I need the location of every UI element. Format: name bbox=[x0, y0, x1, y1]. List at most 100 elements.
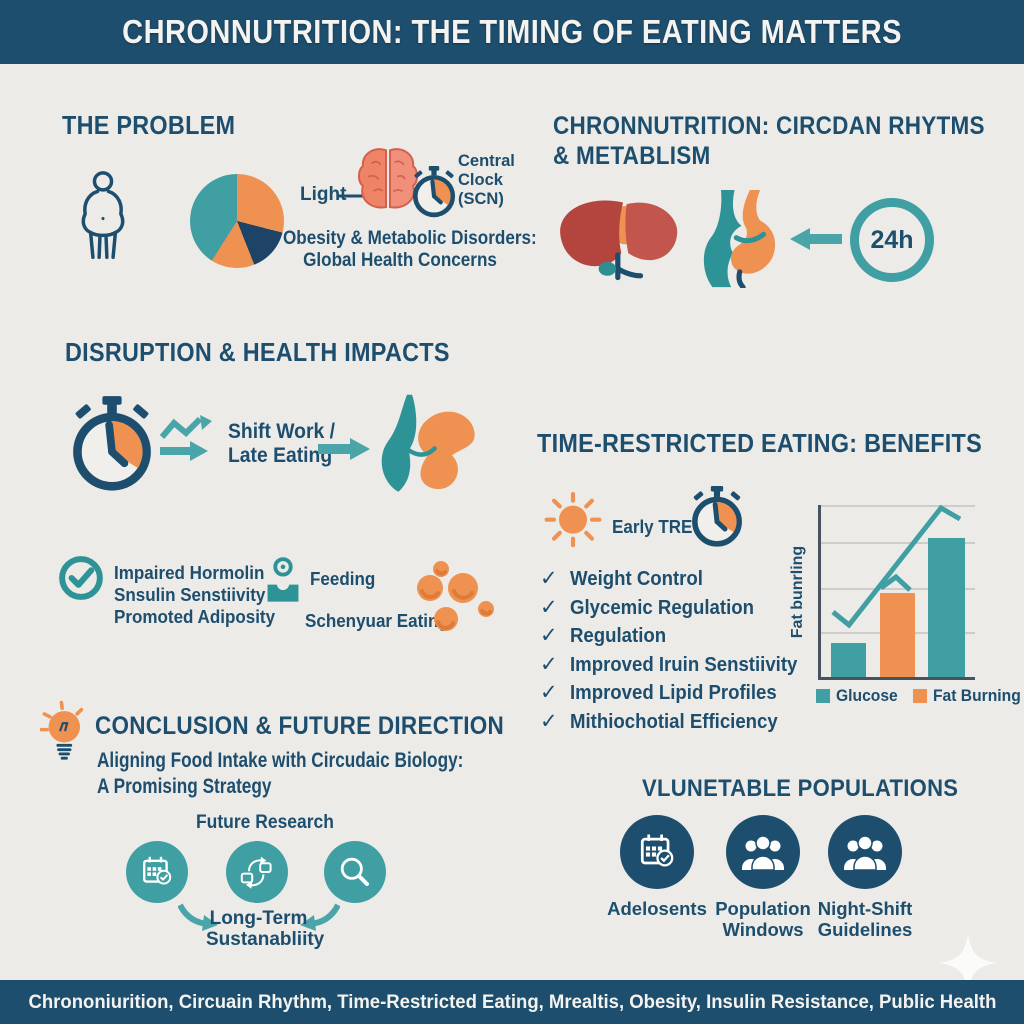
problem-heading: THE PROBLEM bbox=[62, 110, 236, 140]
future-research-label: Future Research bbox=[196, 812, 334, 833]
calendar-check-icon bbox=[640, 834, 674, 867]
shift-work-label: Shift Work / Late Eating bbox=[228, 420, 344, 468]
metabolic-chart: Fat bunrling Glucose Fat Burning bbox=[789, 492, 1021, 707]
subtitle-line1: Aligning Food Intake with Circudaic Biol… bbox=[97, 749, 464, 772]
people-group-icon bbox=[742, 835, 784, 871]
problem-caption-line2: Global Health Concerns bbox=[303, 250, 497, 271]
chart-plot-area bbox=[818, 505, 975, 680]
tre-heading: TIME-RESTRICTED EATING: BENEFITS bbox=[537, 428, 983, 458]
legend-swatch-fat-burning bbox=[913, 689, 928, 703]
footer-keywords: Chrononiurition, Circuain Rhythm, Time-R… bbox=[28, 990, 996, 1013]
longterm-label: Long-Term Sustanabliity bbox=[206, 908, 325, 950]
24h-badge-label: 24h bbox=[870, 225, 914, 254]
legend-label: Glucose bbox=[836, 686, 898, 705]
population-label-adolescents: Adelosents bbox=[607, 898, 707, 919]
future-exchange-circle bbox=[226, 841, 288, 903]
people-group-icon bbox=[844, 835, 886, 871]
subtitle-line2: A Promising Strategy bbox=[97, 775, 272, 798]
gridline bbox=[821, 588, 975, 590]
exchange-icon bbox=[240, 856, 272, 889]
effect-line: Impaired Hormolin bbox=[114, 562, 265, 583]
chart-y-axis-label: Fat bunrling bbox=[789, 545, 806, 639]
zigzag-arrow-icon bbox=[160, 415, 212, 461]
disruption-effects: Impaired Hormolin Snsulin Senstiivity Pr… bbox=[114, 562, 289, 628]
benefit-row: ✓ Improved Iruin Senstiivity bbox=[540, 652, 815, 681]
disruption-heading: DISRUPTION & HEALTH IMPACTS bbox=[65, 337, 450, 367]
check-icon: ✓ bbox=[540, 595, 558, 619]
feeding-person-icon bbox=[267, 557, 299, 602]
tre-stopwatch-icon bbox=[686, 486, 748, 550]
future-search-circle bbox=[324, 841, 386, 903]
benefit-row: ✓ Regulation bbox=[540, 623, 815, 652]
curve-arrow-right-icon bbox=[300, 903, 340, 931]
left-arrow-icon bbox=[790, 228, 842, 250]
problem-caption: Obesity & Metabolic Disorders: Global He… bbox=[270, 228, 537, 272]
legend-swatch-glucose bbox=[816, 689, 830, 703]
curve-arrow-left-icon bbox=[178, 903, 218, 931]
nightshift-group-circle bbox=[828, 815, 902, 889]
eating-label: Schenyuar Eating bbox=[305, 610, 449, 631]
fat-cells-icon bbox=[417, 561, 494, 631]
header-bar: CHRONNUTRITION: THE TIMING OF EATING MAT… bbox=[0, 0, 1024, 64]
check-icon: ✓ bbox=[540, 567, 558, 590]
overweight-person-icon bbox=[81, 171, 125, 260]
stomach-icon bbox=[703, 190, 776, 288]
benefit-row: ✓ Mithiochotial Efficiency bbox=[540, 709, 815, 738]
central-clock-label: Central Clock (SCN) bbox=[458, 152, 515, 208]
circadian-heading-line1: CHRONNUTRITION: CIRCDAN RHYTMS bbox=[553, 112, 985, 140]
check-icon: ✓ bbox=[540, 652, 558, 676]
benefit-label: Mithiochotial Efficiency bbox=[570, 710, 778, 733]
main-title: CHRONNUTRITION: THE TIMING OF EATING MAT… bbox=[122, 13, 902, 50]
check-icon: ✓ bbox=[540, 709, 558, 733]
benefit-label: Weight Control bbox=[570, 568, 703, 590]
chart-trend-line bbox=[831, 505, 962, 629]
24h-badge: 24h bbox=[850, 198, 934, 282]
shift-work-line1: Shift Work / bbox=[228, 420, 335, 443]
benefit-label: Improved Iruin Senstiivity bbox=[570, 653, 798, 676]
benefit-row: ✓ Glycemic Regulation bbox=[540, 595, 815, 624]
sparkle-icon bbox=[938, 933, 998, 993]
population-calendar-circle bbox=[620, 815, 694, 889]
problem-caption-line1: Obesity & Metabolic Disorders: bbox=[283, 228, 537, 249]
magnifier-icon bbox=[340, 857, 369, 886]
effect-line: Snsulin Senstiivity bbox=[114, 584, 266, 605]
legend-item: Fat Burning bbox=[913, 686, 1024, 706]
liver-icon bbox=[560, 200, 678, 281]
chart-bar-glucose bbox=[831, 642, 866, 677]
chart-legend: Glucose Fat Burning bbox=[816, 686, 1024, 706]
early-tre-label: Early TRE bbox=[612, 516, 693, 537]
organ-disruption-icon bbox=[381, 394, 475, 492]
gridline bbox=[821, 505, 975, 507]
disruption-stopwatch-icon bbox=[64, 396, 160, 496]
right-arrow-icon bbox=[318, 438, 370, 460]
population-label-nightshift: Night-Shift Guidelines bbox=[817, 898, 913, 940]
central-clock-icon bbox=[408, 166, 460, 218]
populations-heading: VLUNETABLE POPULATIONS bbox=[642, 775, 959, 802]
calendar-check-icon bbox=[143, 856, 172, 885]
shift-work-line2: Late Eating bbox=[228, 444, 333, 467]
effect-line: Promoted Adiposity bbox=[114, 606, 276, 627]
check-circle-icon bbox=[59, 556, 103, 600]
benefit-label: Regulation bbox=[570, 625, 667, 647]
benefit-row: ✓ Weight Control bbox=[540, 566, 815, 595]
population-label-windows: Population Windows bbox=[715, 898, 811, 940]
benefit-row: ✓ Improved Lipid Profiles bbox=[540, 680, 815, 709]
benefit-label: Glycemic Regulation bbox=[570, 596, 754, 619]
legend-label: Fat Burning bbox=[933, 686, 1021, 705]
feeding-label: Feeding bbox=[310, 568, 376, 589]
conclusion-heading: CONCLUSION & FUTURE DIRECTION bbox=[95, 712, 505, 740]
lightbulb-icon bbox=[40, 700, 84, 760]
check-icon: ✓ bbox=[540, 681, 558, 704]
brain-icon bbox=[357, 148, 419, 209]
circadian-heading-line2: & METABLISM bbox=[553, 142, 711, 170]
legend-item: Glucose bbox=[816, 686, 903, 706]
problem-pie-chart bbox=[190, 174, 284, 268]
sun-icon bbox=[544, 492, 602, 548]
chart-bar-glucose-2 bbox=[928, 537, 965, 677]
chart-bar-fat-burning bbox=[880, 592, 915, 677]
future-calendar-circle bbox=[126, 841, 188, 903]
check-icon: ✓ bbox=[540, 624, 558, 647]
benefit-label: Improved Lipid Profiles bbox=[570, 682, 777, 704]
conclusion-subtitle: Aligning Food Intake with Circudaic Biol… bbox=[97, 748, 544, 800]
